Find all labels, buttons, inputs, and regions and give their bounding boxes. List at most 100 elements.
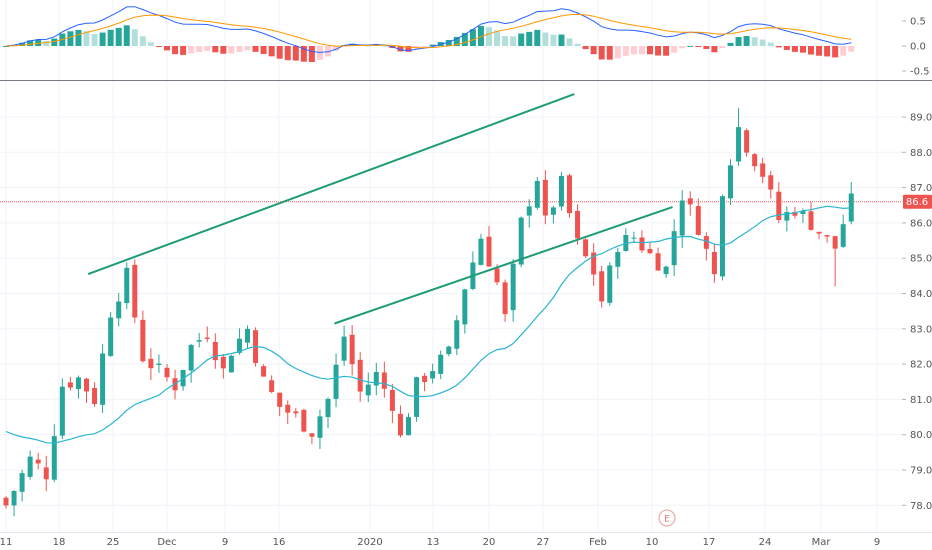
- trendlines: [87, 93, 673, 325]
- candle: [277, 392, 283, 417]
- candle-body: [438, 354, 444, 374]
- candle: [663, 265, 669, 278]
- candle: [510, 259, 516, 322]
- candle: [43, 455, 49, 492]
- macd-bar: [727, 42, 734, 46]
- candle-body: [784, 212, 790, 221]
- x-tick-label: 24: [759, 537, 772, 548]
- macd-bar: [606, 46, 613, 60]
- price-panel: 78.0 79.0 80.0 81.0 82.0 83.0 84.0 85.0 86.0 87.0…: [0, 93, 932, 527]
- candle-body: [832, 236, 838, 249]
- macd-bar: [204, 46, 211, 52]
- candle-body: [27, 456, 33, 477]
- macd-bar: [679, 46, 686, 49]
- macd-bar: [663, 46, 670, 56]
- candle: [583, 238, 589, 259]
- macd-bar: [759, 39, 766, 46]
- macd-y-tick-label: 0.0: [910, 42, 926, 53]
- candle: [623, 228, 629, 252]
- candle-body: [75, 377, 81, 390]
- x-tick-label: 9: [222, 537, 228, 548]
- candle: [695, 198, 701, 236]
- macd-bar: [397, 46, 404, 52]
- macd-bar: [687, 45, 694, 47]
- candle: [422, 372, 428, 392]
- macd-bar: [566, 38, 573, 46]
- candle: [357, 351, 363, 402]
- candle-body: [124, 267, 130, 304]
- candle-body: [309, 433, 315, 437]
- y-tick-label: 87.0: [910, 183, 932, 194]
- candle-body: [285, 404, 291, 413]
- macd-bar: [349, 43, 356, 46]
- candle: [245, 325, 250, 349]
- macd-bar: [365, 45, 372, 47]
- grid-lines: [0, 0, 902, 532]
- candle-body: [43, 467, 49, 480]
- candle: [502, 279, 508, 322]
- candle-body: [108, 317, 114, 356]
- last-price-tag: 86.6: [903, 194, 932, 209]
- candle: [373, 362, 379, 396]
- candle: [824, 234, 830, 243]
- macd-bar: [494, 30, 501, 46]
- candle: [526, 199, 532, 228]
- earnings-marker[interactable]: E: [658, 509, 676, 527]
- candle-body: [591, 252, 597, 275]
- candle: [575, 204, 581, 245]
- macd-bar: [147, 42, 154, 46]
- candle-body: [719, 196, 725, 277]
- macd-bar: [252, 46, 259, 52]
- x-tick-label: 11: [0, 537, 12, 548]
- candle: [381, 361, 387, 398]
- candle: [438, 350, 444, 380]
- candle-body: [800, 210, 806, 215]
- candle: [446, 345, 452, 357]
- macd-bar: [292, 46, 299, 61]
- candle: [301, 408, 307, 433]
- candle: [349, 325, 355, 376]
- candle-body: [269, 380, 275, 392]
- macd-bar: [284, 46, 291, 61]
- y-tick-label: 81.0: [910, 395, 932, 406]
- candle-body: [397, 413, 403, 436]
- candle: [11, 490, 17, 517]
- macd-bar: [767, 42, 774, 46]
- candle-body: [212, 341, 218, 361]
- macd-bar: [333, 46, 340, 52]
- macd-bar: [832, 46, 839, 58]
- candle-body: [494, 268, 500, 283]
- candle-body: [236, 338, 242, 353]
- candle-body: [414, 377, 420, 417]
- macd-bar: [107, 29, 114, 46]
- macd-bar: [719, 46, 726, 48]
- candle: [655, 247, 661, 271]
- candle-body: [365, 384, 371, 396]
- macd-bar: [244, 46, 251, 51]
- last-price-tag-label: 86.6: [906, 197, 928, 208]
- candle-body: [35, 459, 41, 464]
- x-tick-label: 18: [53, 537, 66, 548]
- candle: [784, 206, 790, 232]
- candle-body: [381, 372, 387, 389]
- candle-body: [156, 363, 162, 365]
- candle-body: [542, 179, 548, 216]
- candle-body: [792, 212, 798, 216]
- macd-bar: [582, 46, 589, 50]
- candle: [164, 363, 170, 382]
- candle: [430, 363, 436, 384]
- candle-body: [647, 248, 653, 254]
- candle-body: [824, 235, 830, 237]
- candle-body: [188, 344, 194, 371]
- macd-bar: [405, 46, 412, 52]
- candle-body: [325, 398, 331, 418]
- candle-body: [486, 236, 492, 267]
- candle: [397, 405, 403, 438]
- macd-bar: [775, 46, 782, 48]
- macd-bar: [75, 29, 82, 46]
- y-tick-label: 89.0: [910, 113, 932, 124]
- candle-body: [736, 127, 742, 162]
- x-tick-label: 2020: [357, 537, 382, 548]
- candle: [220, 354, 226, 379]
